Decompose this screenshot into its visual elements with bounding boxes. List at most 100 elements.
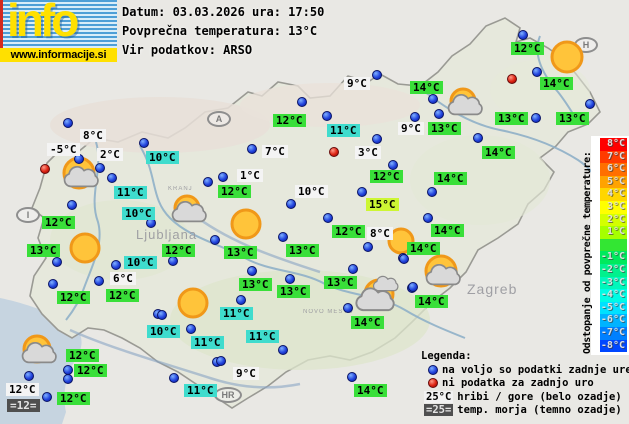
logo-stripes: info bbox=[0, 0, 117, 48]
scale-title: Odstopanje od povprečne temperature: bbox=[582, 151, 593, 354]
temp-label: 14°C bbox=[415, 295, 448, 308]
temp-label: 13°C bbox=[324, 276, 357, 289]
scale-band: -4°C bbox=[600, 289, 627, 302]
country-marker-a: A bbox=[207, 111, 231, 127]
legend-rows: na voljo so podatki zadnje ure ni podatka… bbox=[421, 363, 629, 417]
scale-band: 6°C bbox=[600, 163, 627, 176]
station-dot-blue bbox=[94, 276, 104, 286]
station-dot-blue bbox=[357, 187, 367, 197]
station-dot-blue bbox=[322, 111, 332, 121]
scale-band: -1°C bbox=[600, 251, 627, 264]
temp-label: 10°C bbox=[124, 256, 157, 269]
station-dot-blue bbox=[203, 177, 213, 187]
station-dot-blue bbox=[24, 371, 34, 381]
station-dot-blue bbox=[186, 324, 196, 334]
scale-band: 4°C bbox=[600, 188, 627, 201]
temp-label: 14°C bbox=[431, 224, 464, 237]
legend-item-text: temp. morja (temno ozadje) bbox=[457, 404, 622, 417]
station-dot-blue bbox=[423, 213, 433, 223]
temp-label: 8°C bbox=[80, 129, 106, 142]
temp-label: 1°C bbox=[237, 169, 263, 182]
temp-label: 10°C bbox=[295, 185, 328, 198]
station-dot-blue bbox=[67, 200, 77, 210]
temp-label: 9°C bbox=[398, 122, 424, 135]
temp-label: 12°C bbox=[74, 364, 107, 377]
temp-label: 11°C bbox=[191, 336, 224, 349]
sun-cloud-icon bbox=[55, 149, 103, 197]
station-dot-blue bbox=[278, 345, 288, 355]
station-dot-blue bbox=[532, 67, 542, 77]
scale-band: -2°C bbox=[600, 263, 627, 277]
station-dot-blue bbox=[348, 264, 358, 274]
scale-band: -3°C bbox=[600, 276, 627, 290]
station-dot-blue bbox=[169, 373, 179, 383]
station-dot-blue bbox=[63, 118, 73, 128]
temp-label: =12= bbox=[7, 399, 40, 412]
station-dot-blue bbox=[247, 144, 257, 154]
station-dot-blue bbox=[210, 235, 220, 245]
temp-label: 13°C bbox=[286, 244, 319, 257]
legend-item: 25°C hribi / gore (belo ozadje) bbox=[421, 390, 629, 404]
temp-label: 9°C bbox=[344, 77, 370, 90]
mountain-sample-box: 25°C bbox=[424, 390, 454, 403]
blue-dot-icon bbox=[428, 364, 438, 375]
country-marker-hr: HR bbox=[214, 387, 242, 403]
station-dot-blue bbox=[247, 266, 257, 276]
temp-label: 14°C bbox=[540, 77, 573, 90]
station-dot-blue bbox=[42, 392, 52, 402]
legend-item-text: ni podatka za zadnjo uro bbox=[442, 377, 594, 390]
station-dot-red bbox=[329, 147, 339, 157]
city-label: Ljubljana bbox=[136, 227, 198, 242]
station-dot-blue bbox=[285, 274, 295, 284]
temp-label: 9°C bbox=[233, 367, 259, 380]
legend-item: na voljo so podatki zadnje ure bbox=[421, 363, 629, 377]
temp-label: 12°C bbox=[66, 349, 99, 362]
station-dot-blue bbox=[216, 356, 226, 366]
station-dot-blue bbox=[428, 94, 438, 104]
station-dot-blue bbox=[343, 303, 353, 313]
temp-label: 13°C bbox=[495, 112, 528, 125]
temp-label: 14°C bbox=[351, 316, 384, 329]
scale-band: 7°C bbox=[600, 150, 627, 164]
scale-band: 8°C bbox=[600, 138, 627, 151]
temp-label: 13°C bbox=[428, 122, 461, 135]
legend-item: =25= temp. morja (temno ozadje) bbox=[421, 404, 629, 418]
scale-band: 2°C bbox=[600, 213, 627, 227]
station-dot-blue bbox=[473, 133, 483, 143]
station-dot-blue bbox=[48, 279, 58, 289]
temp-label: 13°C bbox=[277, 285, 310, 298]
logo-url-link[interactable]: www.informacije.si bbox=[0, 48, 117, 62]
temp-label: 15°C bbox=[366, 198, 399, 211]
sun-icon bbox=[222, 200, 270, 248]
station-dot-blue bbox=[363, 242, 373, 252]
temp-label: 10°C bbox=[147, 325, 180, 338]
temp-label: 12°C bbox=[42, 216, 75, 229]
sun-icon bbox=[169, 279, 217, 327]
temp-label: 12°C bbox=[273, 114, 306, 127]
station-dot-blue bbox=[388, 160, 398, 170]
station-dot-blue bbox=[585, 99, 595, 109]
station-dot-blue bbox=[410, 112, 420, 122]
temp-label: 12°C bbox=[218, 185, 251, 198]
sea-sample-box: =25= bbox=[424, 404, 454, 417]
temp-label: 13°C bbox=[556, 112, 589, 125]
temp-label: 14°C bbox=[407, 242, 440, 255]
site-logo[interactable]: info www.informacije.si bbox=[0, 0, 117, 62]
station-dot-blue bbox=[236, 295, 246, 305]
scale-band: -8°C bbox=[600, 339, 627, 353]
temp-label: 12°C bbox=[162, 244, 195, 257]
logo-text: info bbox=[7, 0, 79, 46]
scale-band: -7°C bbox=[600, 326, 627, 340]
scale-band: 5°C bbox=[600, 175, 627, 189]
temp-label: 12°C bbox=[57, 392, 90, 405]
temp-label: 12°C bbox=[370, 170, 403, 183]
station-dot-blue bbox=[372, 134, 382, 144]
temp-label: 10°C bbox=[122, 207, 155, 220]
temp-label: 13°C bbox=[27, 244, 60, 257]
station-dot-blue bbox=[168, 256, 178, 266]
legend-item-text: hribi / gore (belo ozadje) bbox=[457, 390, 622, 403]
city-label: Zagreb bbox=[467, 281, 518, 297]
temp-label: 13°C bbox=[224, 246, 257, 259]
station-dot-blue bbox=[399, 254, 409, 264]
